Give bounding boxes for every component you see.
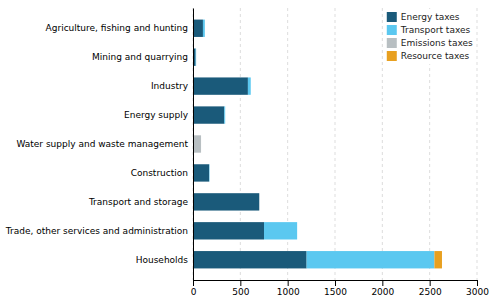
legend: Energy taxes Transport taxes Emissions tax… [384, 9, 476, 64]
bar-segment [204, 20, 205, 37]
x-tick: 0 [191, 280, 197, 297]
y-tick: Trade, other services and administration [5, 226, 193, 236]
y-tick-label: Transport and storage [88, 197, 189, 207]
grid-line [477, 8, 478, 280]
x-tick-mark [430, 280, 431, 286]
bar-segment [259, 193, 260, 210]
x-tick-label: 500 [232, 287, 249, 297]
x-axis: 0 500 1000 1500 2000 2500 3000 [191, 280, 490, 297]
plot-area: 0 500 1000 1500 2000 2500 3000 Agriculture, fis… [5, 8, 489, 297]
legend-swatch [387, 51, 397, 61]
x-tick-mark [288, 280, 289, 286]
x-tick-mark [477, 280, 478, 286]
bar-segment [250, 77, 251, 94]
legend-item: Resource taxes [387, 51, 470, 61]
x-tick-label: 3000 [466, 287, 489, 297]
bar-segment [193, 164, 209, 181]
x-tick: 500 [232, 280, 249, 297]
x-tick: 2000 [371, 280, 394, 297]
y-tick-label: Energy supply [124, 110, 189, 120]
bar-segment [196, 49, 197, 66]
bar-segment [248, 77, 251, 94]
x-tick: 1500 [324, 280, 347, 297]
bar-segment [193, 20, 203, 37]
y-tick: Agriculture, fishing and hunting [46, 23, 193, 33]
series-2 [193, 135, 201, 152]
y-tick: Mining and quarrying [92, 52, 193, 62]
bar-segment [193, 193, 259, 210]
legend-item: Emissions taxes [387, 38, 473, 48]
legend-background [384, 9, 476, 64]
bar-segment [224, 106, 226, 123]
legend-swatch [387, 25, 397, 35]
y-axis-line [193, 9, 194, 281]
chart-svg: 0 500 1000 1500 2000 2500 3000 Agriculture, fis… [0, 0, 491, 302]
bar-segment [307, 251, 435, 268]
bar-segment [203, 20, 205, 37]
y-tick: Households [136, 255, 193, 265]
bar-segment [264, 222, 297, 239]
series-3 [434, 251, 442, 268]
y-tick-label: Agriculture, fishing and hunting [46, 23, 188, 33]
y-tick: Industry [151, 81, 193, 91]
x-tick-label: 2000 [371, 287, 394, 297]
y-tick-label: Mining and quarrying [92, 52, 188, 62]
bar-segment [195, 49, 196, 66]
legend-item: Transport taxes [387, 25, 471, 35]
bar-segment [297, 222, 298, 239]
legend-label: Transport taxes [400, 25, 471, 35]
y-tick: Construction [131, 168, 193, 178]
y-tick: Water supply and waste management [16, 139, 193, 149]
y-tick-label: Trade, other services and administration [5, 226, 188, 236]
x-tick-label: 1500 [324, 287, 347, 297]
grid-line [335, 8, 336, 280]
bar-segment [225, 106, 226, 123]
x-tick-mark [335, 280, 336, 286]
legend-item: Energy taxes [387, 12, 460, 22]
bar-segment [297, 222, 298, 239]
bar-segment [193, 135, 201, 152]
chart-container: 0 500 1000 1500 2000 2500 3000 Agriculture, fis… [0, 0, 491, 302]
bar-segment [196, 49, 197, 66]
bar-segment [225, 106, 226, 123]
y-tick-label: Water supply and waste management [16, 139, 188, 149]
x-tick-mark [240, 280, 241, 286]
bar-segment [193, 77, 248, 94]
x-tick-mark [382, 280, 383, 286]
x-tick: 2500 [419, 280, 442, 297]
series-0 [193, 20, 307, 269]
x-tick-label: 1000 [277, 287, 300, 297]
grid-line [193, 8, 194, 280]
x-tick-label: 0 [191, 287, 197, 297]
legend-swatch [387, 38, 397, 48]
bar-segment [209, 164, 210, 181]
y-tick: Energy supply [124, 110, 193, 120]
x-tick: 3000 [466, 280, 489, 297]
y-axis: Agriculture, fishing and hunting Mining a… [5, 9, 194, 281]
bar-segment [204, 20, 205, 37]
bar-segment [434, 251, 442, 268]
y-tick-label: Industry [151, 81, 189, 91]
y-tick-label: Households [136, 255, 189, 265]
grid [193, 8, 477, 280]
y-tick: Transport and storage [88, 197, 193, 207]
bar-segment [193, 222, 264, 239]
x-tick-label: 2500 [419, 287, 442, 297]
bar-segment [259, 193, 260, 210]
bar-segment [259, 193, 260, 210]
bar-segment [193, 106, 224, 123]
bar-segment [201, 135, 202, 152]
legend-label: Energy taxes [401, 12, 460, 22]
y-tick-label: Construction [131, 168, 188, 178]
legend-label: Emissions taxes [401, 38, 473, 48]
x-tick: 1000 [277, 280, 300, 297]
x-tick-mark [193, 280, 194, 286]
legend-swatch [387, 12, 397, 22]
bar-segment [193, 251, 307, 268]
grid-line [382, 8, 383, 280]
bar-segment [209, 164, 210, 181]
bar-segment [250, 77, 251, 94]
legend-label: Resource taxes [401, 51, 470, 61]
bar-segment [209, 164, 210, 181]
